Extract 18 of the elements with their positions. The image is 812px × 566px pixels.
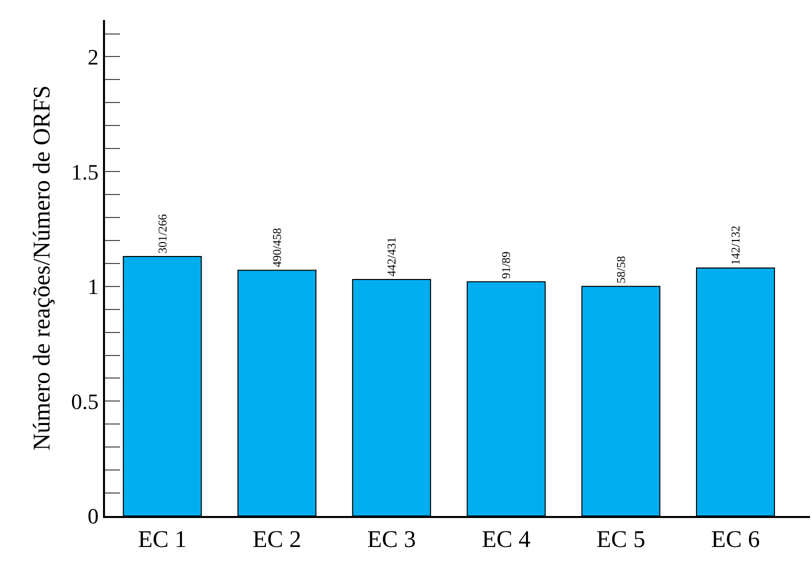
data-label: 142/132	[728, 226, 742, 265]
x-tick-label: EC 5	[596, 526, 646, 553]
x-tick-label: EC 4	[482, 526, 531, 553]
y-tick-label: 0	[88, 504, 99, 529]
y-axis-title: Número de reações/Número de ORFS	[30, 85, 56, 451]
y-tick-label: 0.5	[71, 388, 99, 414]
data-label: 58/58	[614, 256, 628, 284]
x-tick-label: EC 1	[138, 526, 187, 553]
data-label: 91/89	[499, 251, 514, 279]
x-tick-label: EC 2	[252, 526, 302, 553]
y-tick-label: 1.5	[71, 159, 99, 184]
data-label: 442/431	[384, 237, 399, 276]
x-tick-label: EC 6	[711, 526, 760, 553]
data-label: 490/458	[270, 228, 284, 268]
data-label: 301/266	[155, 214, 170, 254]
x-tick-label: EC 3	[367, 526, 416, 553]
y-tick-label: 2	[88, 44, 99, 70]
y-tick-label: 1	[88, 274, 99, 300]
